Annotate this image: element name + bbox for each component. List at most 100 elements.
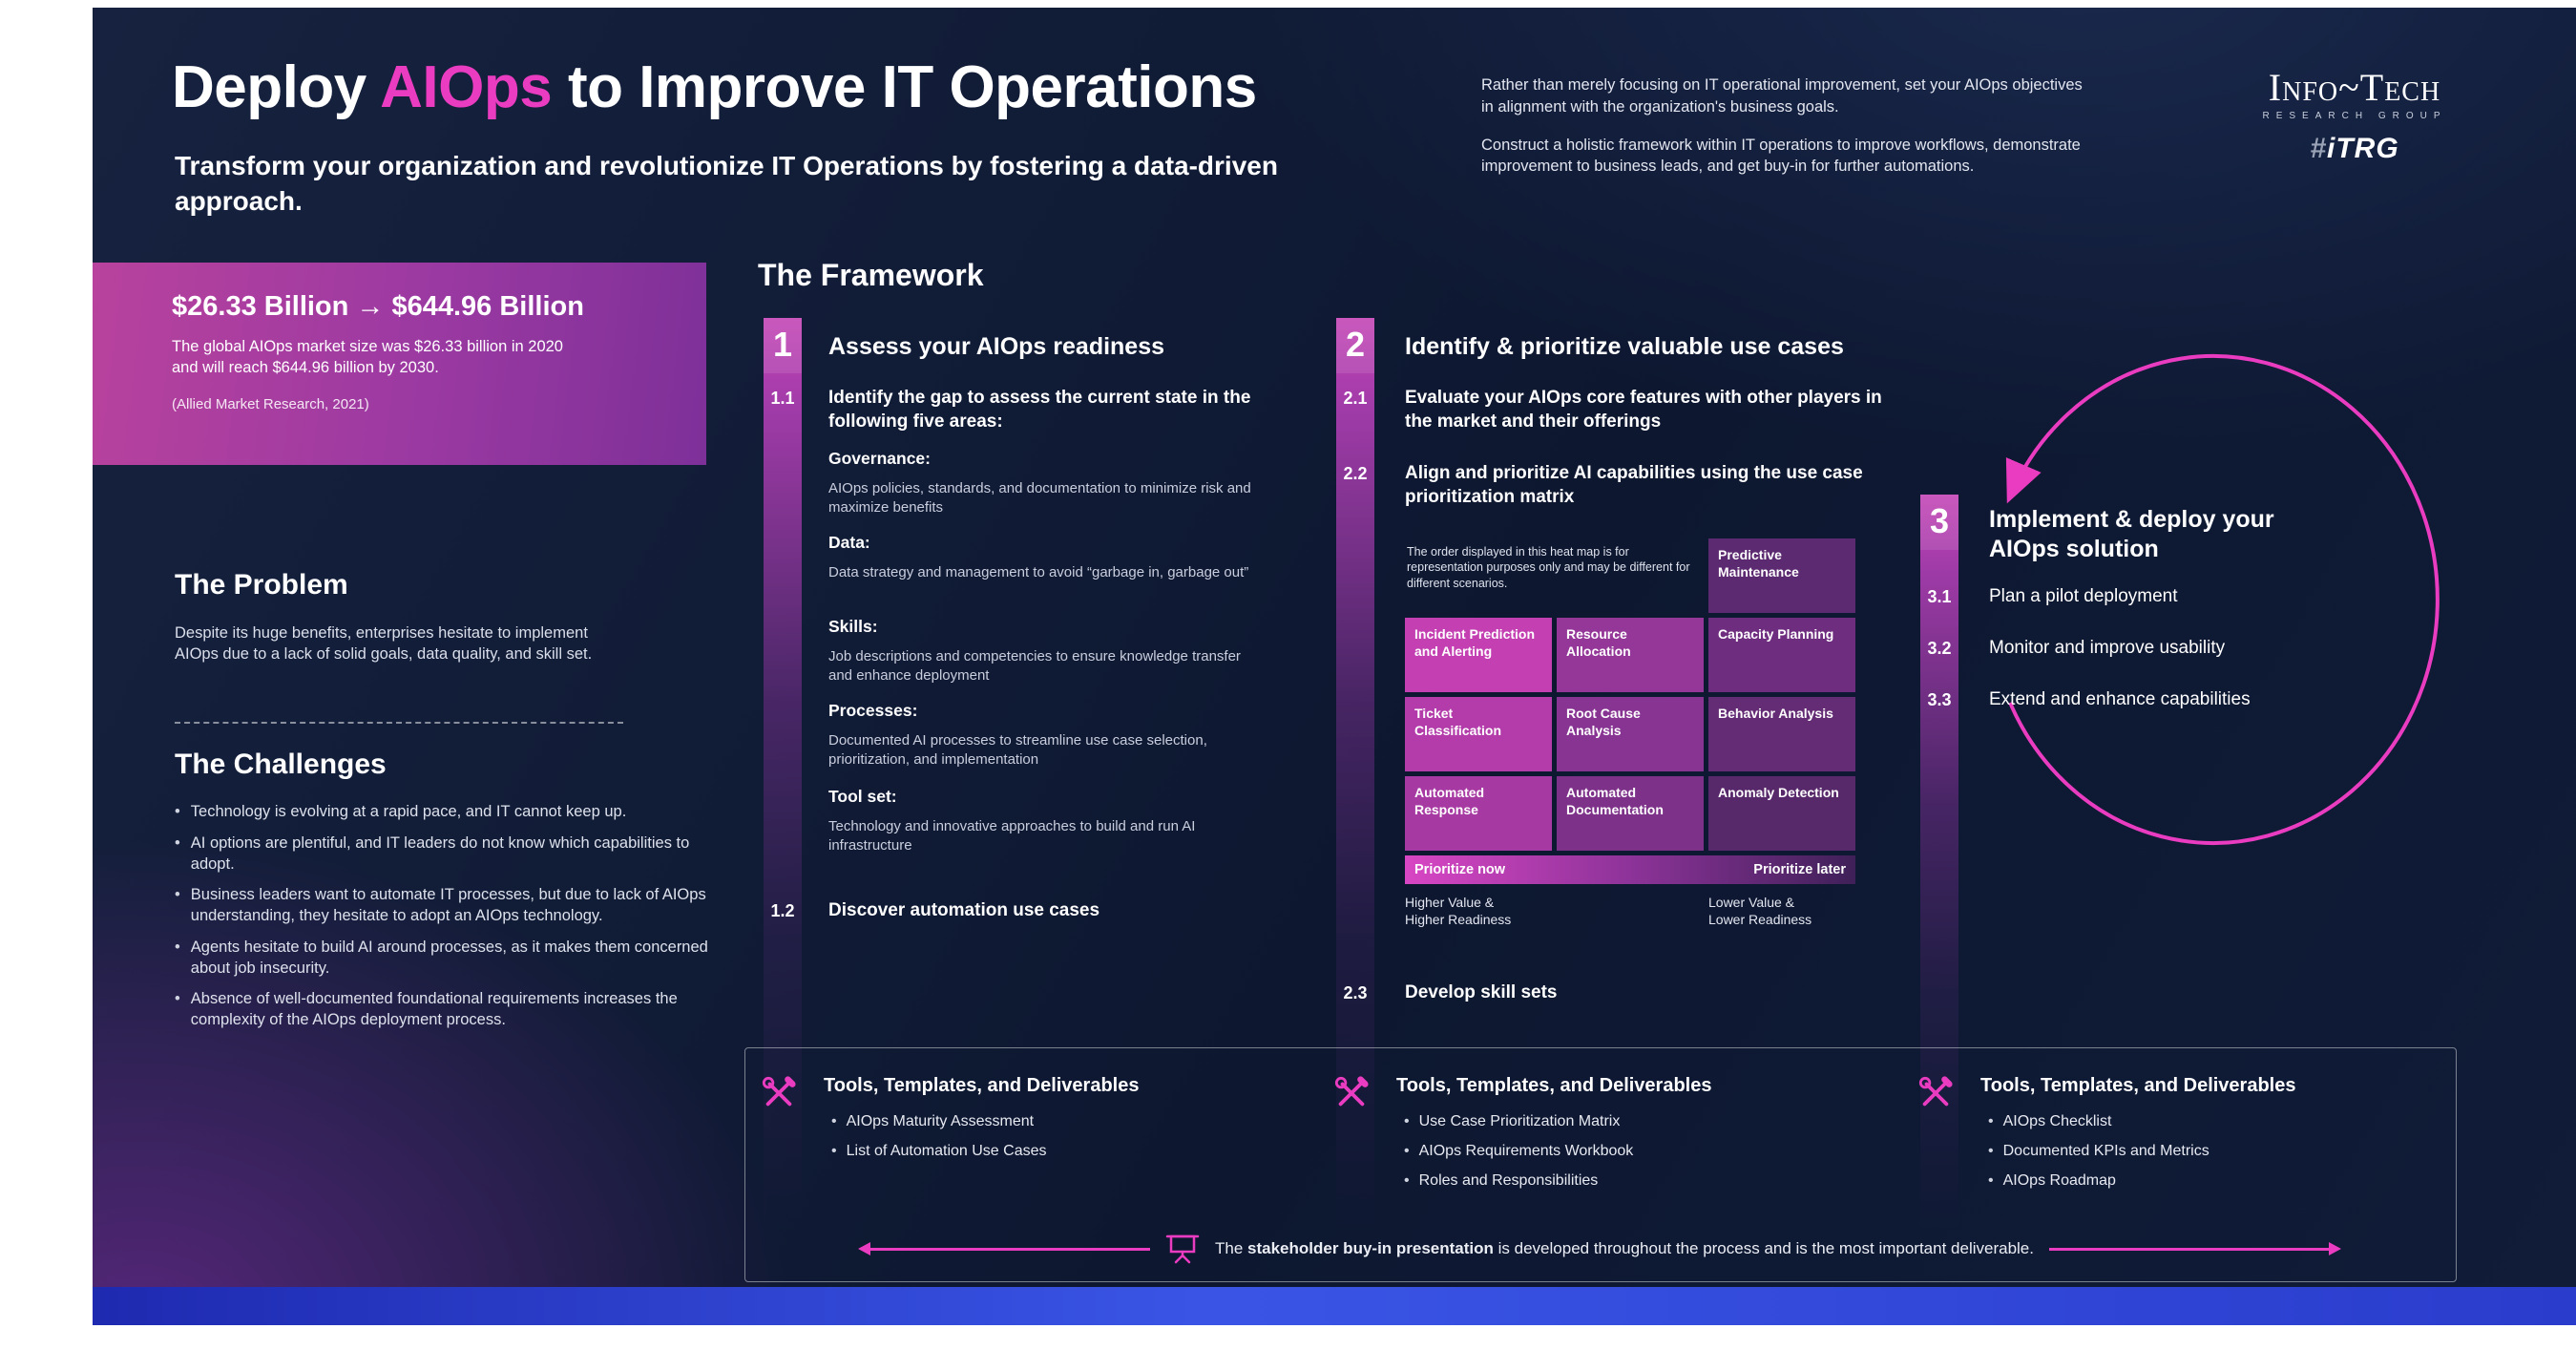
- item-text: Evaluate your AIOps core features with o…: [1405, 388, 1882, 432]
- legend-prioritize-later: Prioritize later: [1753, 862, 1846, 877]
- page-subtitle: Transform your organization and revoluti…: [175, 151, 1278, 216]
- item-text: Identify the gap to assess the current s…: [828, 388, 1251, 432]
- infotech-logo: Info~Tech RESEARCH GROUP #iTRG: [2219, 69, 2490, 165]
- stakeholder-note-text: The stakeholder buy-in presentation is d…: [1215, 1239, 2034, 1257]
- deliverables-list: AIOps Checklist Documented KPIs and Metr…: [1988, 1112, 2295, 1191]
- deliverables-step3: Tools, Templates, and Deliverables AIOps…: [1917, 1075, 2433, 1200]
- heatmap-cell: Ticket Classification: [1405, 697, 1552, 771]
- item-number: 2.3: [1343, 983, 1368, 1002]
- deliverables-heading: Tools, Templates, and Deliverables: [824, 1075, 1140, 1096]
- presentation-screen-icon: [1165, 1234, 1200, 1264]
- item-number: 2.2: [1343, 464, 1368, 483]
- deliverable-item: Use Case Prioritization Matrix: [1404, 1112, 1711, 1132]
- item-number: 3.1: [1927, 587, 1952, 606]
- title-highlight: AIOps: [380, 54, 553, 120]
- heatmap-cell: Automated Response: [1405, 776, 1552, 851]
- itrg-logo: #iTRG: [2219, 133, 2490, 165]
- problem-title: The Problem: [175, 569, 348, 601]
- heatmap-cell: Root Cause Analysis: [1557, 697, 1704, 771]
- item-number: 3.2: [1927, 639, 1952, 658]
- heatmap-cell: Anomaly Detection: [1708, 776, 1855, 851]
- caption-higher: Higher Value & Higher Readiness: [1405, 895, 1512, 928]
- item-text: Discover automation use cases: [828, 900, 1100, 920]
- deliverables-list: AIOps Maturity Assessment List of Automa…: [831, 1112, 1139, 1162]
- deliverable-item: Roles and Responsibilities: [1404, 1171, 1711, 1192]
- item-number: 3.3: [1927, 690, 1952, 709]
- item-text: Extend and enhance capabilities: [1989, 689, 2251, 709]
- deliverable-item: Documented KPIs and Metrics: [1988, 1142, 2295, 1162]
- intro-paragraph-2: Construct a holistic framework within IT…: [1481, 136, 2081, 176]
- step3-gradient-bar: [1920, 495, 1958, 1230]
- title-prefix: Deploy: [172, 54, 381, 120]
- legend-prioritize-now: Prioritize now: [1414, 862, 1506, 877]
- step1-number: 1: [772, 325, 793, 364]
- area-label: Processes:: [828, 701, 918, 720]
- item-text: Develop skill sets: [1405, 982, 1558, 1002]
- heatmap-cell: Predictive Maintenance: [1708, 538, 1855, 613]
- heatmap-cell: Automated Documentation: [1557, 776, 1704, 851]
- infotech-research-group-label: RESEARCH GROUP: [2262, 111, 2447, 121]
- item-number: 2.1: [1343, 389, 1368, 408]
- left-arrow-line: [858, 1241, 1150, 1255]
- stakeholder-note: The stakeholder buy-in presentation is d…: [744, 1234, 2455, 1264]
- infographic-poster: Deploy AIOps to Improve IT Operations Tr…: [93, 8, 2576, 1325]
- problem-body: Despite its huge benefits, enterprises h…: [175, 624, 593, 664]
- area-label: Governance:: [828, 449, 931, 468]
- deliverables-step2: Tools, Templates, and Deliverables Use C…: [1333, 1075, 1868, 1200]
- challenge-item: Business leaders want to automate IT pro…: [175, 885, 709, 927]
- deliverables-list: Use Case Prioritization Matrix AIOps Req…: [1404, 1112, 1711, 1191]
- deliverable-item: AIOps Maturity Assessment: [831, 1112, 1139, 1132]
- step2-title: Identify & prioritize valuable use cases: [1405, 333, 1844, 360]
- item-number: 1.2: [770, 901, 795, 920]
- right-arrow-line: [2048, 1241, 2341, 1255]
- deliverable-item: AIOps Requirements Workbook: [1404, 1142, 1711, 1162]
- area-body: Technology and innovative approaches to …: [828, 818, 1196, 854]
- area-label: Tool set:: [828, 787, 897, 806]
- step3-title: Implement & deploy your AIOps solution: [1989, 506, 2274, 562]
- item-text: Monitor and improve usability: [1989, 638, 2226, 658]
- challenge-item: Technology is evolving at a rapid pace, …: [175, 802, 709, 823]
- market-source: (Allied Market Research, 2021): [172, 395, 369, 412]
- crossed-tools-icon: [1334, 1076, 1369, 1107]
- caption-lower: Lower Value & Lower Readiness: [1708, 895, 1812, 928]
- crossed-tools-icon: [762, 1076, 796, 1107]
- cycle-arrow-icon: [2005, 354, 2440, 845]
- deliverable-item: AIOps Roadmap: [1988, 1171, 2295, 1192]
- area-body: AIOps policies, standards, and documenta…: [828, 480, 1251, 516]
- deliverables-heading: Tools, Templates, and Deliverables: [1980, 1075, 2296, 1096]
- area-label: Data:: [828, 533, 870, 552]
- challenge-item: Absence of well-documented foundational …: [175, 989, 709, 1031]
- item-text: Align and prioritize AI capabilities usi…: [1405, 463, 1863, 508]
- area-body: Data strategy and management to avoid “g…: [828, 564, 1249, 580]
- deliverables-container: [744, 1047, 2457, 1282]
- item-text: Plan a pilot deployment: [1989, 586, 2178, 606]
- step1-title: Assess your AIOps readiness: [828, 333, 1165, 360]
- infotech-wordmark: Info~Tech: [2268, 66, 2441, 109]
- heatmap-grid: The order displayed in this heat map is …: [1405, 538, 1855, 851]
- heatmap-cell: Behavior Analysis: [1708, 697, 1855, 771]
- intro-text-block: Rather than merely focusing on IT operat…: [1481, 74, 2092, 194]
- item-number: 1.1: [770, 389, 795, 408]
- page-title: Deploy AIOps to Improve IT Operations: [172, 53, 1257, 121]
- area-body: Job descriptions and competencies to ens…: [828, 648, 1241, 684]
- title-suffix: to Improve IT Operations: [552, 54, 1257, 120]
- itrg-hash: #: [2310, 133, 2327, 164]
- market-headline: $26.33 Billion → $644.96 Billion: [172, 291, 584, 322]
- area-body: Documented AI processes to streamline us…: [828, 732, 1207, 768]
- deliverable-item: List of Automation Use Cases: [831, 1142, 1139, 1162]
- market-body: The global AIOps market size was $26.33 …: [172, 338, 563, 377]
- dashed-divider: [175, 722, 623, 724]
- bottom-blue-strip: [93, 1287, 2576, 1325]
- heatmap-cell: Resource Allocation: [1557, 618, 1704, 692]
- heatmap-note: The order displayed in this heat map is …: [1407, 545, 1690, 590]
- itrg-text: iTRG: [2327, 133, 2399, 164]
- heatmap-legend-bar: Prioritize now Prioritize later: [1405, 855, 1855, 884]
- crossed-tools-icon: [1918, 1076, 1953, 1107]
- area-label: Skills:: [828, 617, 878, 636]
- challenge-item: Agents hesitate to build AI around proce…: [175, 938, 709, 980]
- step3-number: 3: [1929, 501, 1950, 540]
- market-stat-box: $26.33 Billion → $644.96 Billion The glo…: [93, 263, 706, 465]
- deliverables-step1: Tools, Templates, and Deliverables AIOps…: [761, 1075, 1295, 1171]
- challenges-title: The Challenges: [175, 749, 387, 780]
- challenges-list: Technology is evolving at a rapid pace, …: [175, 802, 709, 1042]
